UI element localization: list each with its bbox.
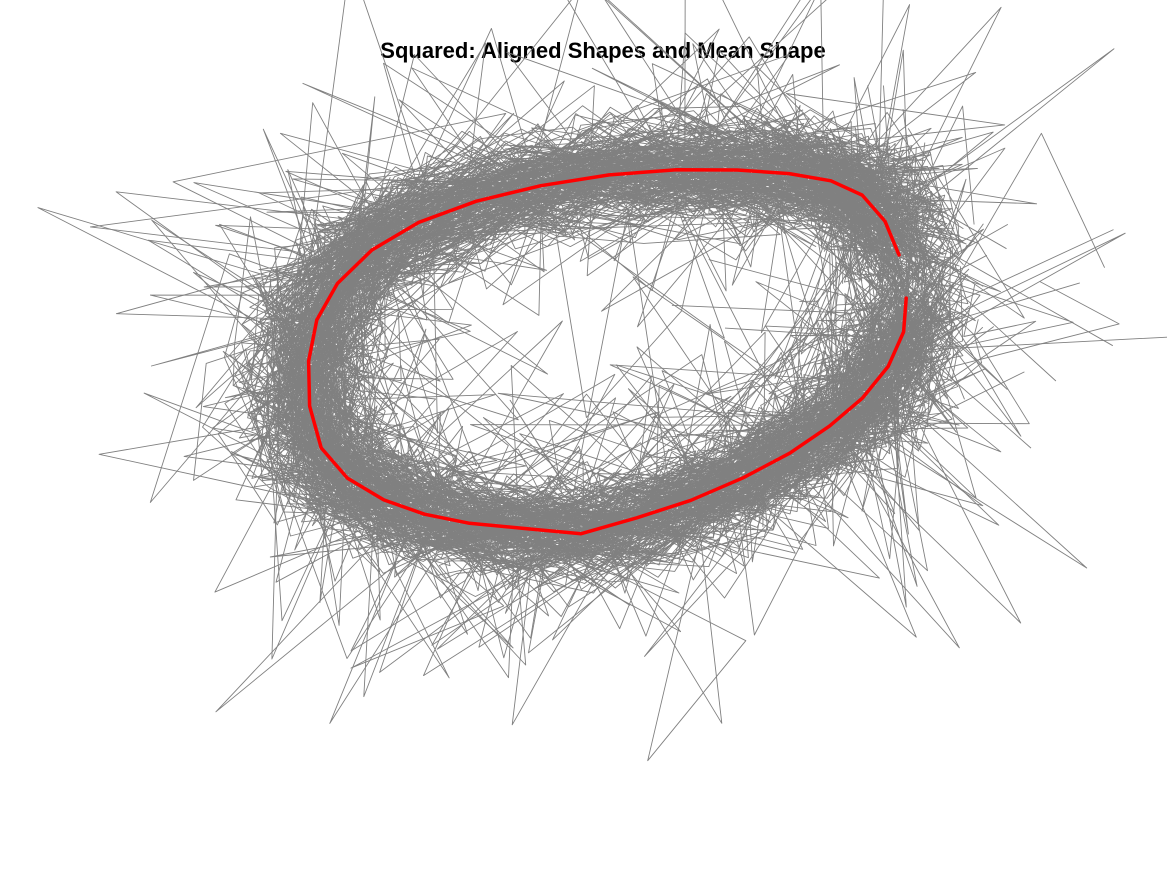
aligned-shape-line bbox=[310, 117, 946, 551]
aligned-shape-line bbox=[289, 53, 911, 550]
aligned-shape-line bbox=[274, 173, 892, 528]
aligned-shape-line bbox=[279, 154, 944, 659]
aligned-shape-line bbox=[283, 167, 911, 544]
aligned-shape-line bbox=[211, 78, 913, 556]
aligned-shape-line bbox=[274, 92, 907, 553]
aligned-shape-line bbox=[274, 176, 944, 527]
aligned-shape-line bbox=[291, 49, 915, 599]
aligned-shape-line bbox=[272, 126, 1114, 571]
aligned-shape-line bbox=[259, 118, 963, 597]
aligned-shape-line bbox=[265, 134, 936, 635]
aligned-shape-line bbox=[258, 80, 948, 575]
aligned-shape-line bbox=[230, 104, 941, 557]
aligned-shape-line bbox=[322, 167, 892, 517]
aligned-shape-line bbox=[299, 170, 917, 638]
aligned-shape-line bbox=[246, 136, 961, 589]
aligned-shape-line bbox=[316, 176, 930, 654]
aligned-shapes-group bbox=[37, 0, 1167, 762]
aligned-shape-line bbox=[217, 36, 1037, 669]
aligned-shape-line bbox=[193, 124, 927, 537]
aligned-shape-line bbox=[238, 142, 967, 594]
aligned-shape-line bbox=[281, 109, 908, 621]
aligned-shape-line bbox=[287, 159, 886, 535]
plot-area bbox=[37, 0, 1167, 762]
aligned-shape-line bbox=[256, 137, 920, 531]
aligned-shape-line bbox=[297, 105, 892, 762]
mean-shape-line bbox=[306, 167, 908, 536]
aligned-shape-line bbox=[295, 118, 1114, 542]
aligned-shape-line bbox=[269, 107, 954, 581]
aligned-shape-line bbox=[265, 143, 1009, 587]
aligned-shape-line bbox=[245, 146, 966, 582]
aligned-shape-line bbox=[263, 151, 955, 563]
aligned-shape-line bbox=[311, 163, 918, 526]
aligned-shape-line bbox=[292, 140, 930, 545]
mean-shape-group bbox=[306, 167, 908, 536]
aligned-shape-line bbox=[294, 123, 955, 576]
aligned-shape-line bbox=[244, 119, 951, 557]
